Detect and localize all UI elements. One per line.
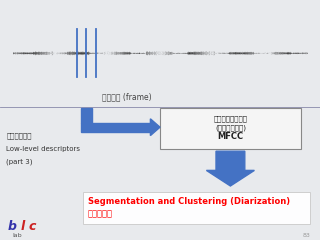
Text: 低階特徵計算: 低階特徵計算 bbox=[6, 132, 32, 139]
Text: Low-level descriptors: Low-level descriptors bbox=[6, 146, 80, 152]
Text: 每個音框 (frame): 每個音框 (frame) bbox=[102, 93, 152, 102]
Text: (part 3): (part 3) bbox=[6, 159, 33, 165]
FancyBboxPatch shape bbox=[83, 192, 310, 224]
Polygon shape bbox=[81, 123, 150, 132]
Text: lab: lab bbox=[13, 233, 22, 238]
Text: (梅爾倒頻係數): (梅爾倒頻係數) bbox=[215, 124, 246, 131]
Text: Segmentation and Clustering (Diarization): Segmentation and Clustering (Diarization… bbox=[88, 197, 290, 206]
Text: b: b bbox=[8, 220, 17, 233]
Polygon shape bbox=[206, 151, 254, 186]
Text: l: l bbox=[21, 220, 25, 233]
Text: MFCC: MFCC bbox=[217, 132, 244, 141]
Polygon shape bbox=[81, 108, 92, 123]
Text: c: c bbox=[29, 220, 36, 233]
Text: 計算個人聲音特徵: 計算個人聲音特徵 bbox=[213, 115, 247, 122]
FancyBboxPatch shape bbox=[160, 108, 301, 149]
Text: 83: 83 bbox=[302, 233, 310, 238]
Polygon shape bbox=[150, 119, 160, 136]
Text: 分割後整合: 分割後整合 bbox=[88, 209, 113, 218]
